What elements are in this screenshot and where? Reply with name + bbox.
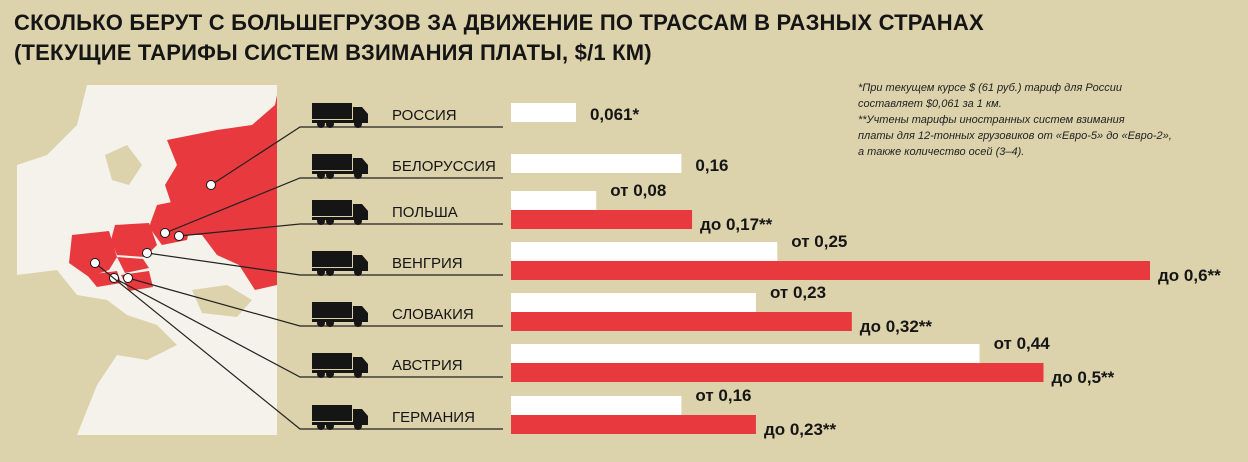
bar-min bbox=[511, 191, 597, 210]
data-label-max: до 0,5** bbox=[1052, 368, 1115, 387]
map-marker bbox=[142, 248, 152, 258]
country-label: БЕЛОРУССИЯ bbox=[392, 158, 496, 175]
map-sea-north bbox=[17, 85, 87, 165]
map-russia bbox=[165, 95, 277, 290]
bar-min bbox=[511, 396, 682, 415]
data-label-max: до 0,32** bbox=[860, 317, 933, 336]
map-sea-baltic bbox=[105, 145, 142, 185]
footnotes: *При текущем курсе $ (61 руб.) тариф для… bbox=[858, 80, 1238, 160]
truck-icon bbox=[312, 405, 368, 430]
bar-min bbox=[511, 344, 980, 363]
leader-line bbox=[127, 277, 503, 327]
data-label-min: от 0,23 bbox=[770, 283, 826, 302]
map-marker bbox=[160, 228, 170, 238]
footnote-line-2: составляет $0,061 за 1 км. bbox=[858, 98, 1002, 110]
footnote-line-5: а также количество осей (3–4). bbox=[858, 146, 1025, 158]
leader-line bbox=[94, 262, 503, 430]
leader-line bbox=[113, 277, 503, 378]
leader-line bbox=[164, 177, 503, 234]
chart-title: СКОЛЬКО БЕРУТ С БОЛЬШЕГРУЗОВ ЗА ДВИЖЕНИЕ… bbox=[14, 10, 984, 35]
bar-max bbox=[511, 415, 756, 434]
country-label: ПОЛЬША bbox=[392, 204, 458, 221]
map-slovakia bbox=[117, 257, 149, 273]
europe-map bbox=[17, 85, 277, 435]
map-germany bbox=[69, 231, 117, 277]
data-label-min: 0,061* bbox=[590, 105, 640, 124]
map-marker bbox=[90, 258, 100, 268]
leader-line bbox=[178, 223, 503, 237]
leader-line bbox=[146, 252, 503, 276]
truck-icon bbox=[312, 353, 368, 378]
truck-icon bbox=[312, 103, 368, 128]
map-sea-mediterranean bbox=[17, 270, 177, 435]
truck-icon bbox=[312, 154, 368, 179]
bar-min bbox=[511, 103, 576, 122]
truck-icon bbox=[312, 200, 368, 225]
truck-icon bbox=[312, 251, 368, 276]
bar-min bbox=[511, 154, 682, 173]
country-label: СЛОВАКИЯ bbox=[392, 306, 474, 323]
data-label-max: до 0,23** bbox=[764, 420, 837, 439]
data-label-max: до 0,17** bbox=[700, 215, 773, 234]
truck-icon bbox=[312, 302, 368, 327]
country-label: ВЕНГРИЯ bbox=[392, 255, 463, 272]
bar-max bbox=[511, 363, 1044, 382]
data-label-min: от 0,25 bbox=[791, 232, 847, 251]
data-label-min: от 0,08 bbox=[610, 181, 666, 200]
bar-min bbox=[511, 242, 778, 261]
footnote-line-1: *При текущем курсе $ (61 руб.) тариф для… bbox=[858, 82, 1122, 94]
footnote-line-4: платы для 12-тонных грузовиков от «Евро-… bbox=[858, 130, 1172, 142]
bar-max bbox=[511, 261, 1150, 280]
data-label-max: до 0,6** bbox=[1158, 266, 1221, 285]
map-marker bbox=[174, 231, 184, 241]
leader-line bbox=[210, 126, 503, 186]
country-label: ГЕРМАНИЯ bbox=[392, 409, 475, 426]
data-label-min: от 0,44 bbox=[994, 334, 1051, 353]
map-marker bbox=[206, 180, 216, 190]
bar-min bbox=[511, 293, 756, 312]
chart-subtitle: (ТЕКУЩИЕ ТАРИФЫ СИСТЕМ ВЗИМАНИЯ ПЛАТЫ, $… bbox=[14, 40, 652, 65]
country-label: АВСТРИЯ bbox=[392, 357, 463, 374]
footnote-line-3: **Учтены тарифы иностранных систем взима… bbox=[858, 114, 1125, 126]
country-label: РОССИЯ bbox=[392, 107, 457, 124]
map-marker bbox=[123, 273, 133, 283]
bar-max bbox=[511, 210, 693, 229]
bar-max bbox=[511, 312, 852, 331]
data-label-min: 0,16 bbox=[695, 156, 728, 175]
data-label-min: от 0,16 bbox=[695, 386, 751, 405]
